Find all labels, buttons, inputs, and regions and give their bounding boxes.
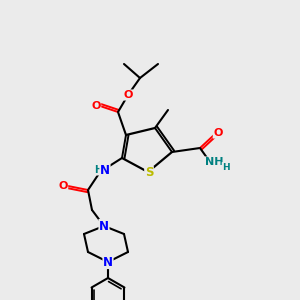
Text: H: H [94, 165, 102, 175]
Text: N: N [103, 256, 113, 268]
Text: H: H [222, 163, 230, 172]
Text: O: O [58, 181, 68, 191]
Text: O: O [213, 128, 223, 138]
Text: O: O [91, 101, 101, 111]
Text: NH: NH [205, 157, 223, 167]
Text: N: N [100, 164, 110, 178]
Text: N: N [99, 220, 109, 232]
Text: S: S [145, 167, 153, 179]
Text: O: O [123, 90, 133, 100]
